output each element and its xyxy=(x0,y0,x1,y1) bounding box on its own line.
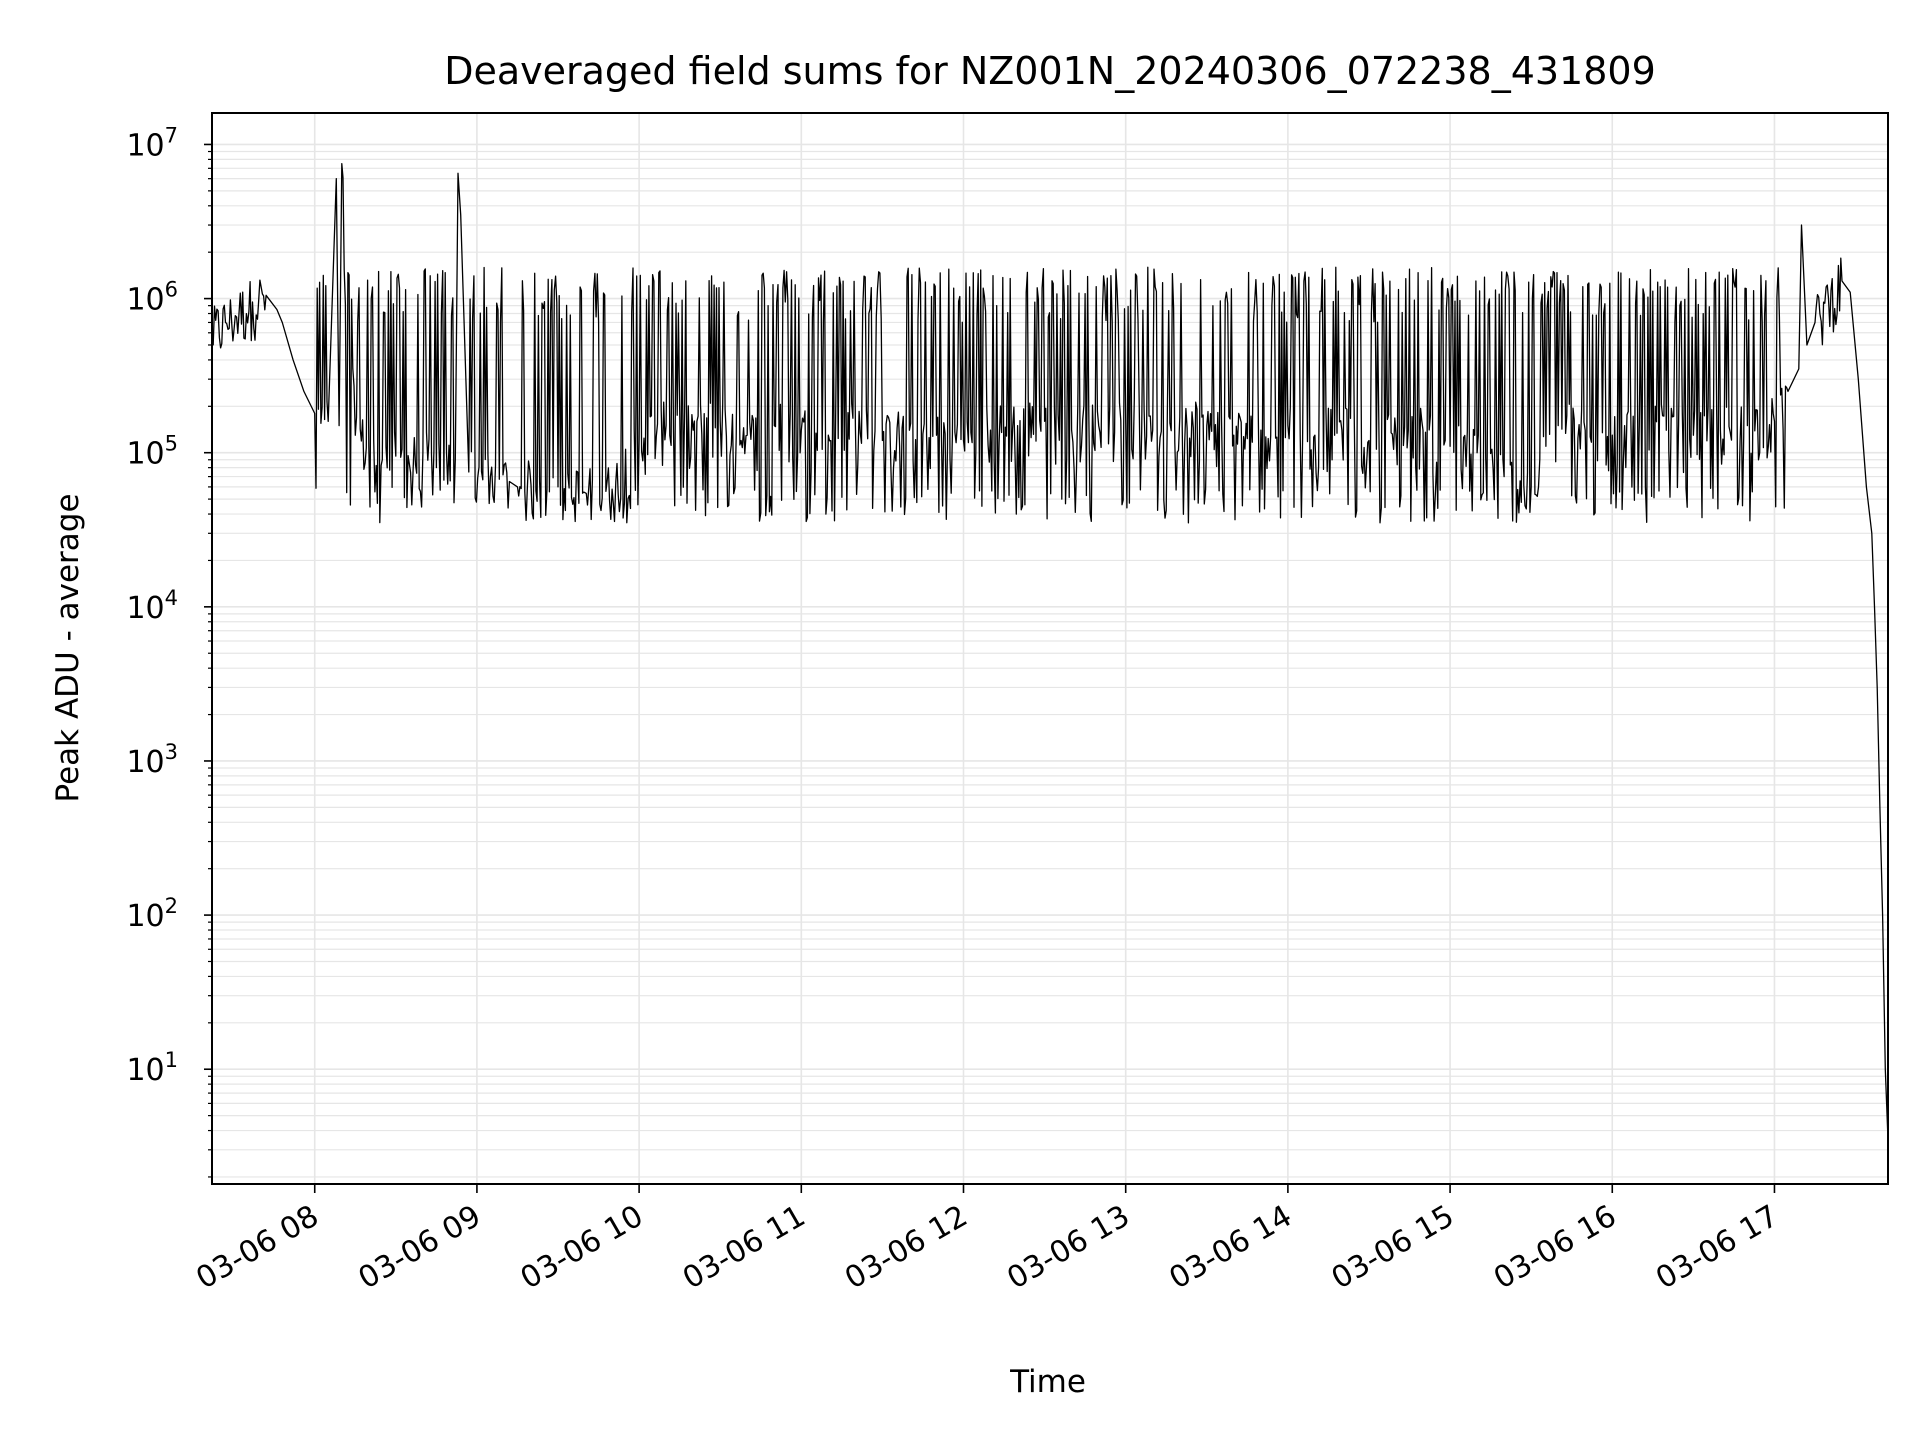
y-tick-label: 102 xyxy=(126,894,178,934)
y-tick-label: 106 xyxy=(126,278,178,318)
y-tick-label: 104 xyxy=(126,586,178,626)
grid xyxy=(212,113,1888,1184)
y-tick-label: 107 xyxy=(126,123,178,163)
plot-frame xyxy=(211,112,1889,1185)
y-tick-label: 105 xyxy=(126,432,178,472)
x-axis-label: Time xyxy=(1009,1364,1086,1400)
series-layer xyxy=(211,163,1889,1140)
series-line xyxy=(211,163,1889,1140)
y-tick-label: 101 xyxy=(126,1048,178,1088)
chart-title: Deaveraged field sums for NZ001N_2024030… xyxy=(444,49,1656,93)
y-tick-label: 103 xyxy=(126,740,178,780)
y-axis-label: Peak ADU - average xyxy=(50,493,86,802)
